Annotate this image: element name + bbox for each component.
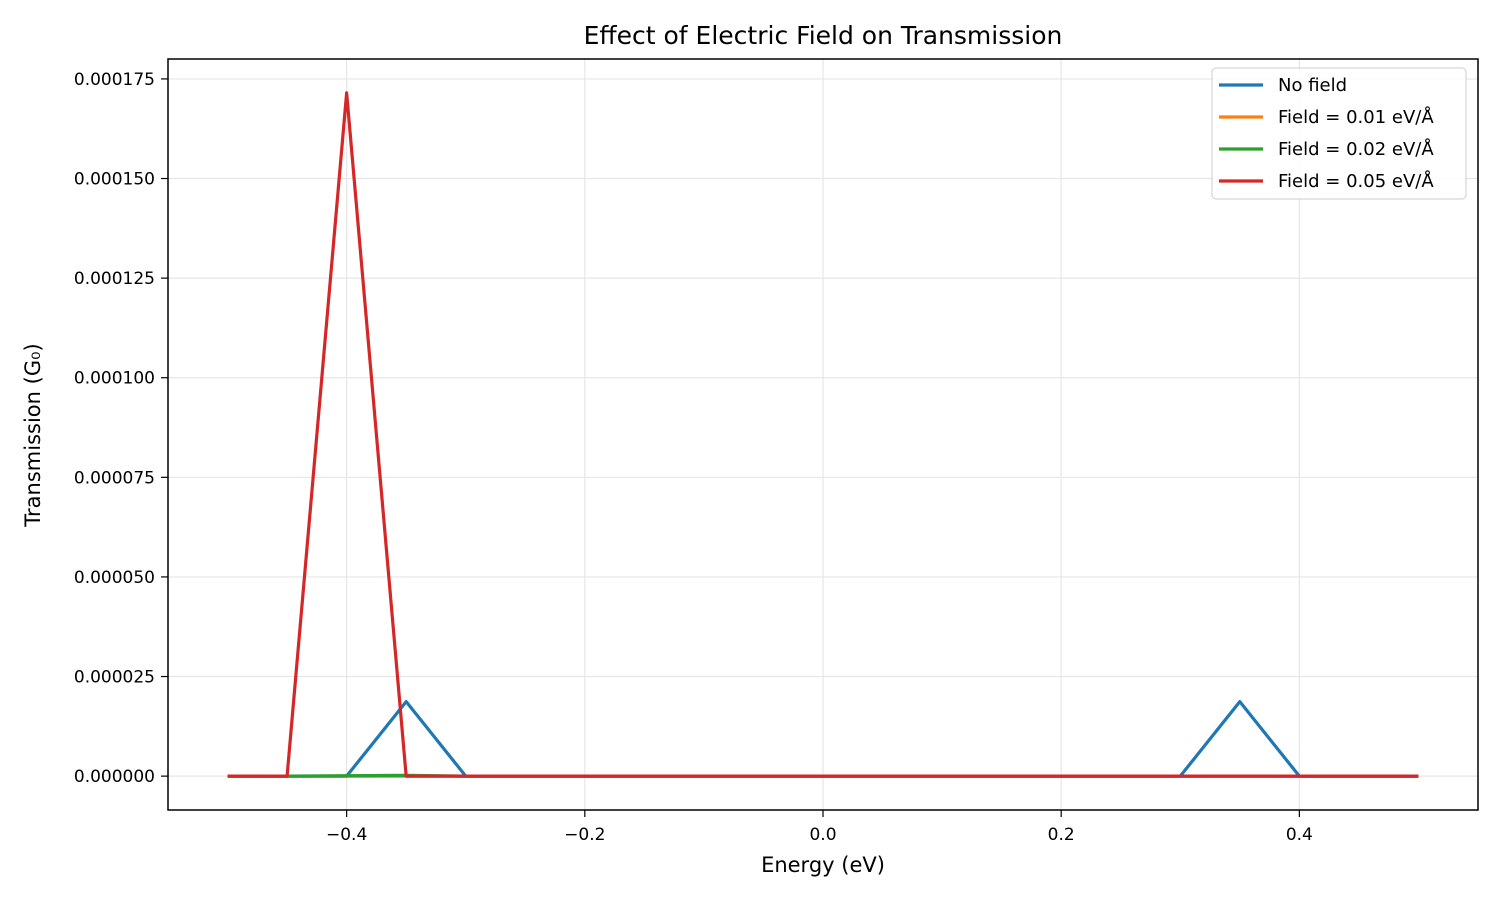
x-tick-label: −0.2 bbox=[564, 825, 605, 845]
y-axis-title: Transmission (G₀) bbox=[21, 343, 45, 527]
y-tick-label: 0.000150 bbox=[74, 170, 155, 190]
chart-title: Effect of Electric Field on Transmission bbox=[584, 21, 1063, 50]
y-tick-label: 0.000000 bbox=[74, 767, 155, 787]
y-tick-label: 0.000100 bbox=[74, 369, 155, 389]
y-tick-label: 0.000075 bbox=[74, 468, 155, 488]
x-tick-label: 0.4 bbox=[1286, 825, 1313, 845]
y-tick-label: 0.000025 bbox=[74, 668, 155, 688]
x-tick-label: 0.2 bbox=[1048, 825, 1075, 845]
y-tick-label: 0.000175 bbox=[74, 70, 155, 90]
x-tick-label: 0.0 bbox=[809, 825, 836, 845]
legend-label: Field = 0.01 eV/Å bbox=[1278, 106, 1434, 128]
legend-label: Field = 0.05 eV/Å bbox=[1278, 170, 1434, 192]
legend-box bbox=[1211, 67, 1467, 200]
x-axis-title: Energy (eV) bbox=[761, 853, 885, 877]
legend: No field Field = 0.01 eV/Å Field = 0.02 eV… bbox=[1211, 67, 1467, 200]
y-tick-label: 0.000050 bbox=[74, 568, 155, 588]
x-tick-label: −0.4 bbox=[326, 825, 367, 845]
axis-ticks: −0.4 −0.2 0.0 0.2 0.4 0.000000 0.000025 0.00005… bbox=[74, 70, 1313, 845]
grid bbox=[168, 59, 1478, 810]
y-tick-label: 0.000125 bbox=[74, 269, 155, 289]
series-lines bbox=[227, 91, 1419, 778]
legend-label: Field = 0.02 eV/Å bbox=[1278, 138, 1434, 160]
legend-label: No field bbox=[1278, 75, 1347, 96]
series-line-3 bbox=[227, 91, 1419, 778]
